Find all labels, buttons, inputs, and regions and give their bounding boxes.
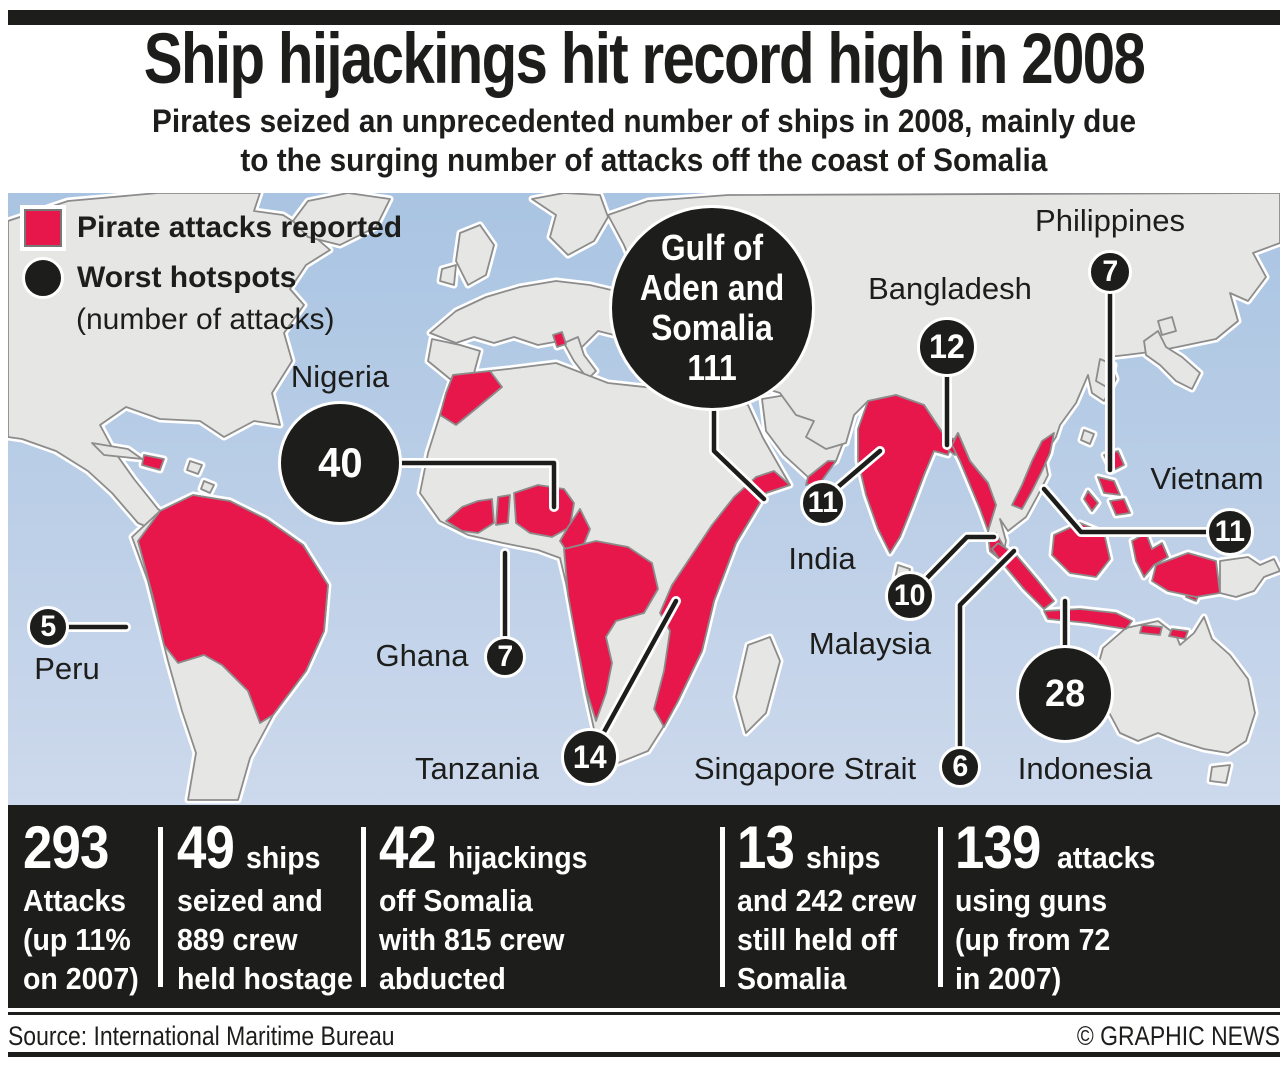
- hotspot-value: 28: [1044, 672, 1086, 715]
- hotspot-value: 11: [1214, 515, 1246, 548]
- hotspot-value: 10: [894, 579, 926, 612]
- label-indonesia: Indonesia: [1017, 751, 1153, 786]
- stat-tail: ships: [246, 840, 321, 875]
- stat-line: and 242 crew: [737, 883, 917, 918]
- label-tanzania: Tanzania: [414, 751, 540, 786]
- stat-line: (up from 72: [955, 922, 1111, 957]
- page-title: Ship hijackings hit record high in 2008: [0, 24, 1288, 96]
- world-map: Pirate attacks reported Worst hotspots (…: [8, 193, 1280, 805]
- hotspot-marker-philippines: 7: [1088, 250, 1132, 294]
- stat-divider: [720, 827, 725, 987]
- page-subtitle: Pirates seized an unprecedented number o…: [0, 102, 1288, 180]
- stat-line: 889 crew: [177, 922, 298, 957]
- hotspot-value: 40: [317, 439, 363, 486]
- stat-line: (up 11%: [23, 922, 131, 957]
- stat-big-number: 139: [955, 814, 1041, 881]
- worst-hotspot-dot-icon: [22, 257, 64, 299]
- hotspot-marker-peru: 5: [27, 606, 69, 648]
- stat-divider: [361, 827, 366, 987]
- hotspot-value: 6: [952, 750, 968, 783]
- stat-line: still held off: [737, 922, 898, 957]
- legend-hotspots-label: Worst hotspots: [77, 261, 297, 294]
- stat-divider: [158, 827, 163, 987]
- label-peru: Peru: [34, 651, 100, 686]
- stat-hijackings-somalia: 42 hijackings off Somalia with 815 crew …: [379, 813, 600, 998]
- label-vietnam: Vietnam: [1150, 461, 1264, 496]
- hotspot-marker-vietnam: 11: [1206, 508, 1254, 556]
- page-title-text: Ship hijackings hit record high in 2008: [143, 20, 1146, 99]
- stat-line: seized and: [177, 883, 323, 918]
- stat-ships-seized: 49 ships seized and 889 crew held hostag…: [177, 813, 368, 998]
- hotspot-value: 14: [573, 738, 607, 775]
- stat-line: abducted: [379, 961, 506, 996]
- stat-line: with 815 crew: [379, 922, 565, 957]
- hotspot-marker-bangladesh: 12: [917, 317, 977, 377]
- legend-attacks-label: Pirate attacks reported: [77, 211, 403, 244]
- legend: Pirate attacks reported Worst hotspots (…: [18, 205, 402, 337]
- stat-tail: attacks: [1056, 840, 1155, 875]
- label-nigeria: Nigeria: [290, 359, 390, 394]
- stat-ships-held: 13 ships and 242 crew still held off Som…: [737, 813, 932, 998]
- stat-line: using guns: [955, 883, 1108, 918]
- label-philippines: Philippines: [1035, 203, 1185, 238]
- stat-big-number: 13: [737, 814, 795, 881]
- hotspot-value: 5: [40, 610, 56, 643]
- hotspot-marker-tanzania: 14: [561, 728, 619, 786]
- stat-line: on 2007): [23, 961, 139, 996]
- hotspot-value: 7: [497, 640, 513, 673]
- top-rule: [8, 10, 1280, 25]
- hotspot-marker-nigeria: 40: [278, 401, 402, 525]
- stat-tail: ships: [806, 840, 881, 875]
- footer-top-rule: [8, 1012, 1280, 1015]
- stat-big-number: 293: [23, 814, 109, 881]
- gulf-line-2: Aden and: [639, 267, 785, 308]
- stat-line: held hostage: [177, 961, 353, 996]
- legend-hotspots-sublabel: (number of attacks): [76, 303, 335, 336]
- hotspot-marker-singapore-strait: 6: [939, 746, 981, 788]
- stat-divider: [938, 827, 943, 987]
- stat-line: off Somalia: [379, 883, 533, 918]
- label-malaysia: Malaysia: [808, 626, 932, 661]
- hotspot-marker-ghana: 7: [484, 636, 526, 678]
- stat-line: Attacks: [23, 883, 127, 918]
- subtitle-line-1: Pirates seized an unprecedented number o…: [151, 103, 1137, 139]
- subtitle-line-2: to the surging number of attacks off the…: [240, 142, 1048, 178]
- pirate-attacks-swatch-icon: [20, 205, 66, 251]
- hotspot-marker-gulf-of-aden: Gulf of Aden and Somalia 111: [609, 205, 815, 411]
- hotspot-marker-indonesia: 28: [1016, 645, 1114, 743]
- hotspot-marker-india: 11: [800, 480, 846, 526]
- gulf-line-1: Gulf of: [660, 227, 764, 268]
- label-india: India: [788, 541, 856, 576]
- stats-panel: 293 Attacks (up 11% on 2007) 49 ships se…: [8, 805, 1280, 1008]
- footer-bottom-rule: [8, 1052, 1280, 1057]
- stat-big-number: 49: [177, 814, 235, 881]
- stat-attacks: 293 Attacks (up 11% on 2007): [23, 813, 149, 998]
- gulf-line-3: Somalia: [651, 307, 773, 348]
- stat-tail: hijackings: [448, 840, 588, 875]
- hotspot-value: 11: [807, 486, 839, 519]
- gulf-value: 111: [687, 347, 737, 388]
- hotspot-value: 7: [1102, 255, 1118, 288]
- stat-big-number: 42: [379, 814, 437, 881]
- stat-line: Somalia: [737, 961, 847, 996]
- graphic-news-credit: © GRAPHIC NEWS: [1076, 1021, 1280, 1051]
- label-bangladesh: Bangladesh: [868, 271, 1032, 306]
- label-ghana: Ghana: [375, 638, 469, 673]
- label-singapore-strait: Singapore Strait: [693, 751, 917, 786]
- source-credit: Source: International Maritime Bureau: [8, 1021, 395, 1051]
- hotspot-marker-malaysia: 10: [885, 571, 935, 621]
- stat-attacks-guns: 139 attacks using guns (up from 72 in 20…: [955, 813, 1163, 998]
- hotspot-value: 12: [929, 327, 965, 366]
- stat-line: in 2007): [955, 961, 1062, 996]
